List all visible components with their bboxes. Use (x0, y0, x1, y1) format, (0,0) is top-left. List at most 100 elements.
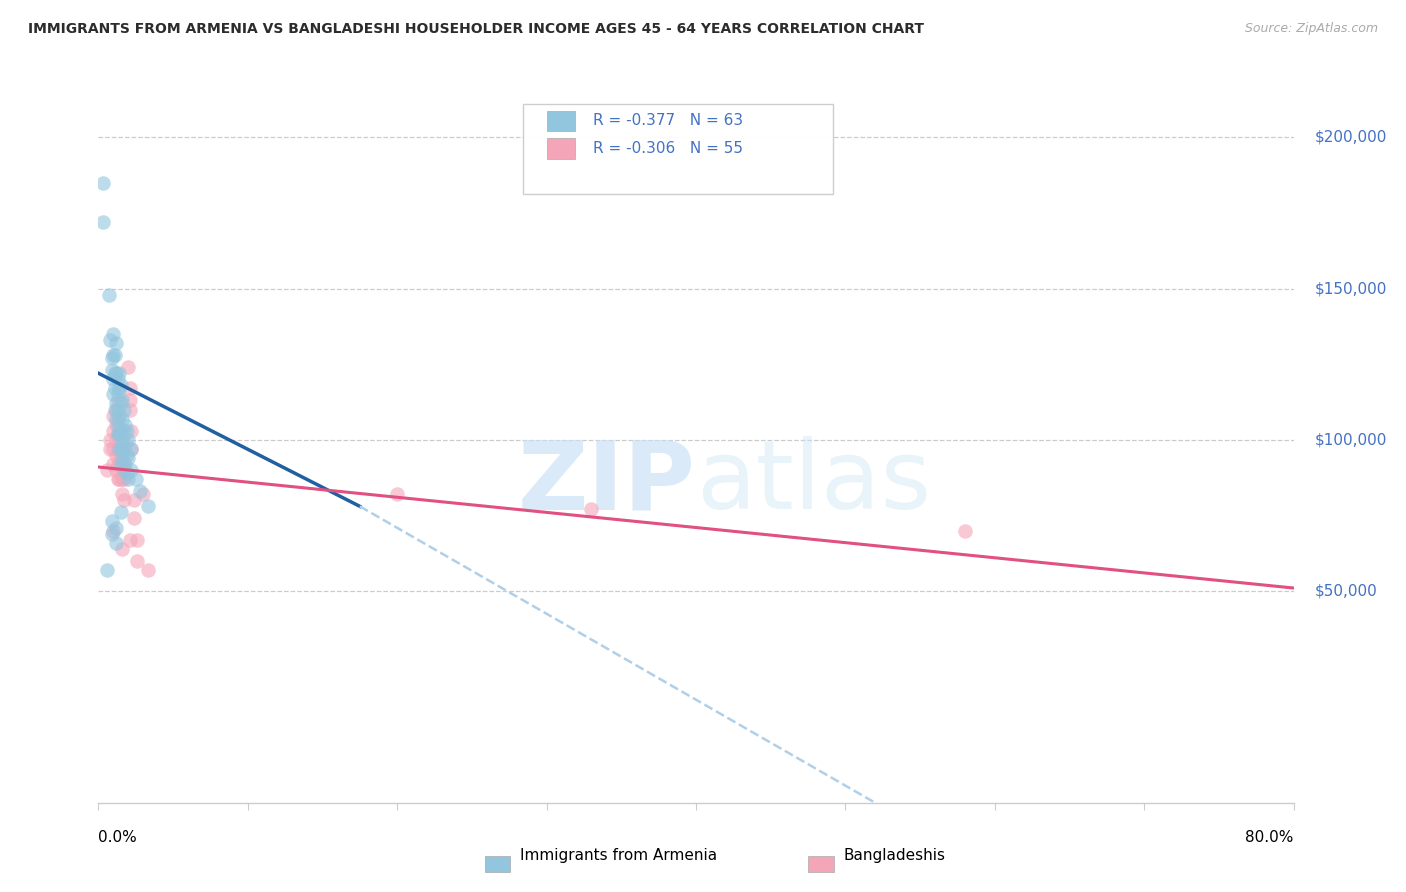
Point (107, 411, 129, 425)
Point (114, 435, 136, 450)
Point (129, 484, 152, 499)
Point (107, 417, 129, 432)
Point (108, 472, 131, 486)
Point (103, 387, 125, 401)
Text: $100,000: $100,000 (1315, 433, 1386, 447)
Text: Bangladeshis: Bangladeshis (844, 848, 946, 863)
Text: R = -0.377   N = 63: R = -0.377 N = 63 (593, 113, 744, 128)
Point (111, 393, 134, 408)
Point (107, 426, 129, 441)
Point (108, 442, 131, 456)
Point (101, 515, 124, 529)
Text: 0.0%: 0.0% (98, 830, 138, 845)
Point (98, 442, 122, 456)
Point (103, 326, 125, 341)
Point (103, 457, 125, 471)
Point (117, 360, 139, 375)
Point (103, 524, 125, 538)
Text: IMMIGRANTS FROM ARMENIA VS BANGLADESHI HOUSEHOLDER INCOME AGES 45 - 64 YEARS COR: IMMIGRANTS FROM ARMENIA VS BANGLADESHI H… (28, 22, 924, 37)
Point (96, 563, 118, 577)
Point (108, 426, 131, 441)
Point (111, 541, 134, 556)
Point (105, 433, 128, 447)
Point (112, 424, 135, 438)
Point (111, 457, 134, 471)
Text: atlas: atlas (696, 436, 931, 529)
Point (110, 424, 132, 438)
Point (112, 442, 135, 456)
Point (108, 366, 131, 380)
Text: Source: ZipAtlas.com: Source: ZipAtlas.com (1244, 22, 1378, 36)
Text: R = -0.306   N = 55: R = -0.306 N = 55 (593, 141, 744, 156)
Point (112, 493, 135, 508)
Point (101, 363, 124, 377)
Point (117, 433, 139, 447)
Point (110, 442, 132, 456)
Point (110, 457, 132, 471)
FancyBboxPatch shape (547, 111, 575, 131)
Point (98, 333, 122, 347)
Point (105, 366, 128, 380)
Point (103, 409, 125, 423)
Text: $50,000: $50,000 (1315, 583, 1378, 599)
Text: $150,000: $150,000 (1315, 281, 1386, 296)
Point (110, 505, 132, 519)
Point (110, 450, 132, 465)
Point (107, 426, 129, 441)
Point (136, 500, 159, 514)
Point (120, 442, 142, 456)
Point (101, 526, 124, 541)
Point (110, 396, 132, 410)
Point (104, 348, 127, 362)
Point (96, 463, 118, 477)
Point (581, 502, 603, 516)
Point (111, 411, 134, 425)
Point (103, 372, 125, 386)
Text: $200,000: $200,000 (1315, 130, 1386, 145)
Point (105, 402, 128, 417)
Point (107, 442, 129, 456)
Point (91, 176, 114, 190)
Point (120, 463, 142, 477)
Point (107, 393, 129, 408)
Point (103, 424, 125, 438)
Point (112, 402, 135, 417)
Point (103, 442, 125, 456)
Point (98, 433, 122, 447)
Point (132, 487, 155, 501)
Point (127, 533, 149, 547)
Point (104, 402, 127, 417)
Point (104, 381, 127, 395)
Point (91, 215, 114, 229)
Point (105, 535, 128, 549)
Point (120, 424, 142, 438)
Point (105, 520, 128, 534)
Point (117, 450, 139, 465)
Point (117, 472, 139, 486)
Point (110, 433, 132, 447)
Text: ZIP: ZIP (517, 436, 696, 529)
Point (136, 563, 159, 577)
Point (112, 472, 135, 486)
Point (105, 336, 128, 351)
Point (120, 442, 142, 456)
Point (110, 463, 132, 477)
Point (107, 457, 129, 471)
Point (115, 424, 138, 438)
Point (107, 402, 129, 417)
Point (107, 372, 129, 386)
Point (111, 433, 134, 447)
Point (103, 348, 125, 362)
Point (118, 393, 141, 408)
Point (111, 442, 134, 456)
Point (115, 448, 138, 462)
Point (104, 366, 127, 380)
FancyBboxPatch shape (523, 103, 834, 194)
Point (112, 457, 135, 471)
Point (118, 381, 141, 395)
FancyBboxPatch shape (547, 138, 575, 159)
Point (124, 493, 146, 508)
Point (118, 533, 141, 547)
Point (385, 487, 409, 501)
Point (127, 554, 149, 568)
